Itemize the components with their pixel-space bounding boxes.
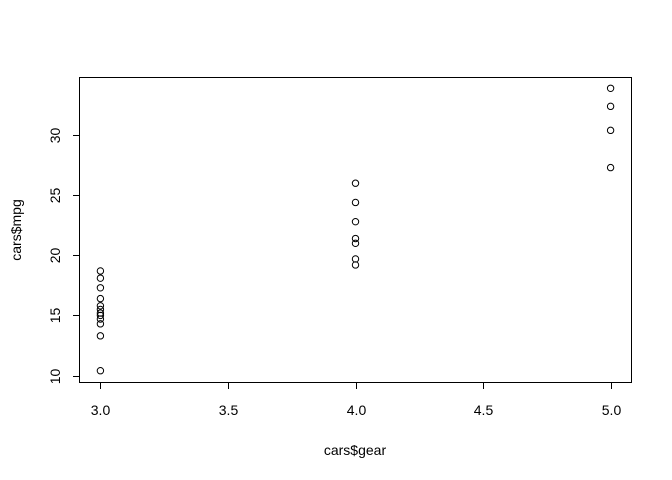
data-point [96,267,105,275]
data-point [96,302,105,310]
data-point [96,284,105,292]
data-point [96,274,105,282]
x-axis-label: cars$gear [324,442,387,458]
data-point [351,261,360,269]
data-point [96,309,105,317]
y-tick-label: 15 [47,308,63,324]
x-axis: 3.0 3.5 4.0 4.5 5.0 [91,382,622,418]
data-point [351,255,360,263]
x-tick-label: 5.0 [602,402,622,418]
data-point [96,305,105,314]
y-tick-label: 10 [47,369,63,385]
x-tick-label: 4.5 [474,402,494,418]
y-tick-label: 20 [47,248,63,264]
data-point [606,84,615,92]
data-point [606,126,615,135]
x-tick-label: 3.5 [219,402,239,418]
y-axis: 10 15 20 25 30 [47,128,80,385]
data-points [96,84,615,375]
data-point [96,332,105,340]
y-tick-label: 25 [47,188,63,204]
x-tick-label: 3.0 [91,402,111,418]
data-point [96,320,105,328]
plot-frame [79,77,632,383]
x-tick-label: 4.0 [347,402,367,418]
data-point [351,198,360,207]
y-tick-label: 30 [47,128,63,144]
data-point [96,294,105,303]
y-axis-label: cars$mpg [8,199,24,260]
data-point [606,163,615,172]
data-point [351,217,360,226]
data-point [351,179,360,187]
data-point [351,234,360,243]
data-point [606,102,615,111]
data-point [351,239,360,248]
data-point [96,367,105,375]
